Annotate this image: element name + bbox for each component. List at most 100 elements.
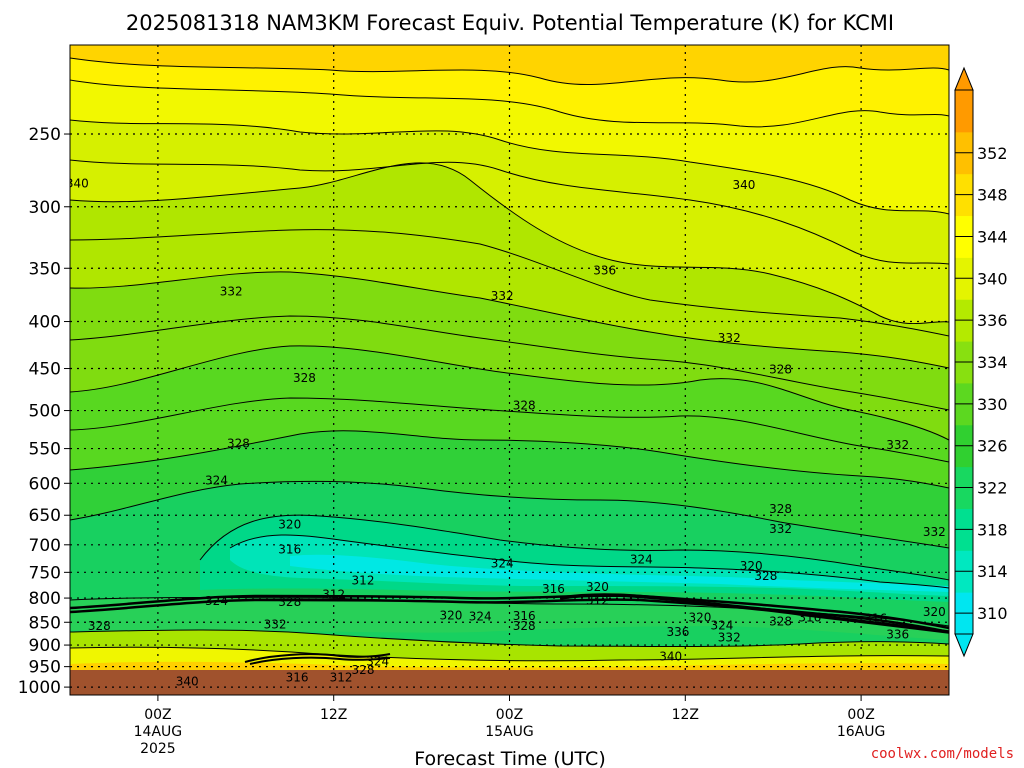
contour-label: 328 — [227, 436, 250, 450]
contour-label: 328 — [754, 569, 777, 583]
contour-label: 332 — [718, 630, 741, 644]
colorbar-swatch — [955, 90, 973, 133]
contour-label: 336 — [886, 628, 909, 642]
colorbar-tick-label: 352 — [977, 144, 1008, 163]
contour-label: 328 — [278, 595, 301, 609]
contour-label: 324 — [630, 552, 653, 566]
contour-label: 312 — [330, 670, 353, 684]
colorbar-min-arrow — [954, 633, 974, 658]
contour-label: 324 — [710, 619, 733, 633]
colorbar-tick-label: 336 — [977, 311, 1008, 330]
colorbar-tick-label: 348 — [977, 186, 1008, 205]
y-tick-label: 850 — [29, 613, 61, 633]
x-tick-label: 00Z — [847, 707, 874, 723]
x-tick-date: 15AUG — [485, 724, 534, 740]
contour-label: 332 — [491, 289, 514, 303]
contour-label: 332 — [220, 285, 243, 299]
y-tick-label: 450 — [29, 360, 61, 380]
colorbar-tick-label: 326 — [977, 437, 1008, 456]
contour-label: 316 — [542, 582, 565, 596]
x-tick-year: 2025 — [140, 741, 176, 757]
y-tick-label: 750 — [29, 563, 61, 583]
contour-label: 320 — [688, 611, 711, 625]
contour-label: 312 — [352, 574, 375, 588]
contour-label: 336 — [667, 625, 690, 639]
contour-label: 316 — [286, 670, 309, 684]
colorbar-tick-label: 344 — [977, 227, 1008, 246]
contour-label: 320 — [278, 517, 301, 531]
x-tick-label: 00Z — [144, 707, 171, 723]
y-tick-label: 700 — [29, 536, 61, 556]
x-tick-date: 14AUG — [134, 724, 183, 740]
x-tick-label: 00Z — [496, 707, 523, 723]
y-tick-label: 550 — [29, 440, 61, 460]
y-tick-label: 350 — [29, 259, 61, 279]
contour-label: 316 — [278, 542, 301, 556]
y-tick-label: 800 — [29, 589, 61, 609]
credit-text: coolwx.com/models — [871, 746, 1014, 762]
y-tick-label: 650 — [29, 506, 61, 526]
contour-label: 324 — [469, 610, 492, 624]
y-tick-label: 250 — [29, 125, 61, 145]
y-tick-label: 950 — [29, 658, 61, 678]
contour-label: 324 — [205, 474, 228, 488]
contour-label: 332 — [923, 525, 946, 539]
contour-label: 328 — [769, 362, 792, 376]
x-axis-label: Forecast Time (UTC) — [414, 748, 605, 768]
x-tick-label: 12Z — [320, 707, 347, 723]
y-tick-label: 300 — [29, 198, 61, 218]
colorbar-tick-label: 330 — [977, 395, 1008, 414]
contour-label: 340 — [732, 178, 755, 192]
contour-label: 332 — [769, 522, 792, 536]
y-tick-label: 900 — [29, 636, 61, 656]
contour-label: 328 — [769, 502, 792, 516]
y-tick-label: 600 — [29, 474, 61, 494]
colorbar-max-arrow — [954, 66, 974, 91]
contour-label: 328 — [352, 663, 375, 677]
contour-label: 340 — [66, 176, 89, 190]
contour-label: 320 — [586, 580, 609, 594]
ground-layer — [70, 670, 949, 695]
contour-label: 332 — [264, 618, 287, 632]
contour-label: 312 — [586, 594, 609, 608]
contour-label: 316 — [798, 611, 821, 625]
y-tick-label: 400 — [29, 313, 61, 333]
contour-label: 324 — [205, 594, 228, 608]
colorbar-tick-label: 314 — [977, 562, 1008, 581]
contour-label: 312 — [322, 588, 345, 602]
contour-label: 324 — [491, 557, 514, 571]
contour-label: 328 — [513, 399, 536, 413]
contour-label: 328 — [293, 371, 316, 385]
colorbar-tick-label: 340 — [977, 269, 1008, 288]
x-tick-label: 12Z — [672, 707, 699, 723]
contour-label: 328 — [769, 614, 792, 628]
contour-label: 340 — [659, 649, 682, 663]
contour-label: 332 — [886, 438, 909, 452]
contour-label: 328 — [88, 619, 111, 633]
contour-label: 320 — [740, 559, 763, 573]
band-310 — [290, 554, 949, 592]
contour-label: 328 — [513, 619, 536, 633]
x-tick-date: 16AUG — [837, 724, 886, 740]
contour-label: 324 — [366, 655, 389, 669]
colorbar: 310 314 318 322 326 330 334 336 340 344 348 352 — [954, 66, 1008, 658]
colorbar-tick-label: 322 — [977, 479, 1008, 498]
contour-label: 336 — [593, 264, 616, 278]
contour-label: 340 — [176, 674, 199, 688]
y-tick-label: 1000 — [18, 678, 61, 698]
colorbar-tick-label: 318 — [977, 520, 1008, 539]
y-axis: 250 300 350 400 450 500 550 600 650 700 750 800 850 9… — [18, 125, 70, 698]
colorbar-tick-label: 334 — [977, 353, 1008, 372]
surface-cold-pool-contours — [244, 653, 391, 665]
contour-label: 316 — [513, 609, 536, 623]
contour-label: 316 — [864, 611, 887, 625]
contour-label: 320 — [923, 605, 946, 619]
band-surface-hot — [70, 661, 949, 670]
contour-label: 332 — [718, 331, 741, 345]
contour-label: 320 — [439, 609, 462, 623]
y-tick-label: 500 — [29, 402, 61, 422]
